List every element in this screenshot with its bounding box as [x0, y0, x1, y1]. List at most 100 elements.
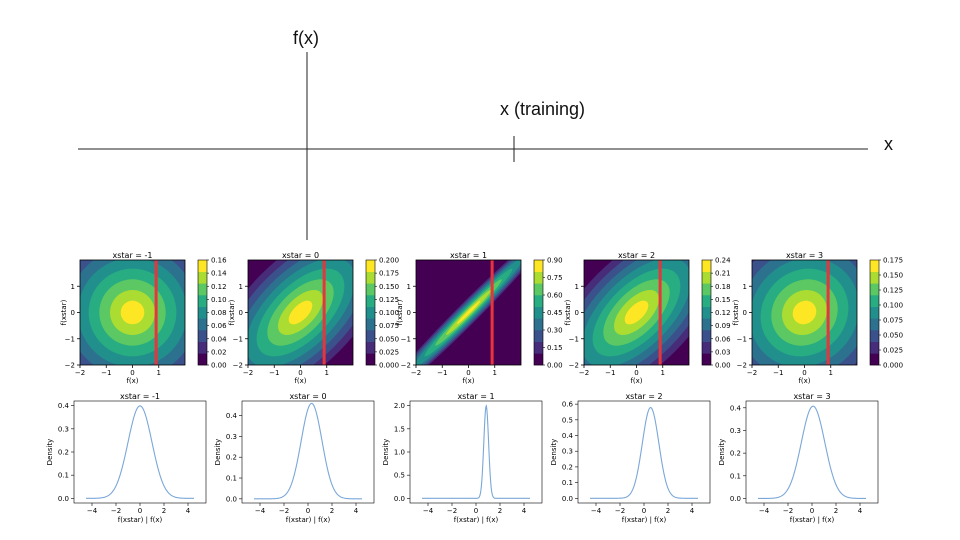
x-axis-label: f(x): [294, 377, 306, 385]
colorbar-segment: [366, 306, 375, 319]
y-tick-label: 1: [71, 283, 75, 291]
contour-plot: −2 −1 0 1 −2 −1 0 1 xstar = 2 f(x) f(xstar) 0.00 0.0…: [564, 251, 731, 385]
x-tick-label: 4: [354, 507, 359, 515]
y-tick-label: 2.0: [394, 402, 405, 410]
y-axis-label: f(xstar): [396, 299, 404, 325]
contour-plot: −2 −1 0 1 −2 −1 0 1 xstar = 1 f(x) f(xstar) 0.00 0.1…: [396, 251, 563, 385]
contour-plot: −2 −1 0 1 −2 −1 0 1 xstar = 0 f(x) f(xstar) 0.000 0.…: [228, 251, 399, 385]
plot-title: xstar = 3: [793, 392, 830, 401]
colorbar-tick-label: 0.00: [211, 362, 227, 370]
y-tick-label: 0.4: [226, 412, 238, 420]
y-tick-label: 0.4: [730, 404, 742, 412]
y-tick-label: 0.0: [58, 495, 69, 503]
plot-frame: [73, 400, 207, 504]
x-axis-label: f(xstar) | f(x): [790, 516, 835, 524]
density-curve: [254, 402, 362, 500]
density-curve: [86, 405, 194, 499]
colorbar-segment: [702, 306, 711, 319]
colorbar-segment: [366, 318, 375, 331]
x-tick-label: −1: [773, 369, 783, 377]
x-axis-label: f(x): [630, 377, 642, 385]
x-tick-label: 2: [666, 507, 670, 515]
fx-axis-label: f(x): [293, 28, 319, 48]
plot-title: xstar = 1: [450, 251, 487, 260]
y-tick-label: 0.6: [562, 401, 574, 409]
x-tick-label: 2: [162, 507, 166, 515]
contour-level: [792, 300, 817, 325]
x-tick-label: −2: [747, 369, 757, 377]
training-label: x (training): [500, 99, 585, 119]
x-tick-label: 4: [522, 507, 527, 515]
colorbar-tick-label: 0.75: [547, 274, 563, 282]
y-tick-label: 1: [407, 283, 411, 291]
y-tick-label: 0: [239, 309, 243, 317]
plot-title: xstar = 3: [786, 251, 823, 260]
colorbar-segment: [870, 271, 879, 284]
y-axis-label: Density: [214, 439, 222, 466]
x-tick-label: 2: [330, 507, 334, 515]
contour-level: [288, 300, 313, 325]
colorbar-frame: [869, 259, 880, 366]
colorbar-segment: [534, 341, 543, 354]
colorbar-tick-label: 0.125: [379, 296, 399, 304]
colorbar-tick-label: 0.050: [379, 335, 399, 343]
y-tick-label: 0.3: [226, 433, 237, 441]
colorbar-tick-label: 0.00: [547, 362, 563, 370]
x-tick-label: 1: [829, 369, 833, 377]
plot-title: xstar = 1: [457, 392, 494, 401]
y-tick-label: 0.2: [226, 454, 237, 462]
x-tick-label: −1: [605, 369, 615, 377]
x-tick-label: −2: [279, 507, 289, 515]
colorbar-tick-label: 0.075: [379, 322, 399, 330]
x-axis-label: f(xstar) | f(x): [622, 516, 667, 524]
y-tick-label: −1: [65, 335, 75, 343]
y-tick-label: 0.1: [730, 472, 741, 480]
colorbar-tick-label: 0.12: [715, 309, 731, 317]
contour-level: [120, 300, 145, 325]
plot-frame: [577, 400, 711, 504]
x-tick-label: 4: [186, 507, 191, 515]
y-tick-label: 0: [71, 309, 75, 317]
x-tick-label: 0: [802, 369, 806, 377]
colorbar-segment: [870, 306, 879, 319]
colorbar-segment: [534, 283, 543, 296]
y-tick-label: 0.0: [394, 495, 405, 503]
y-tick-label: 0.1: [562, 479, 573, 487]
colorbar-tick-label: 0.18: [715, 283, 731, 291]
plot-title: xstar = 0: [289, 392, 326, 401]
y-axis-label: f(xstar): [564, 299, 572, 325]
colorbar-tick-label: 0.90: [547, 257, 563, 265]
x-tick-label: 1: [325, 369, 329, 377]
y-tick-label: 0.2: [562, 463, 573, 471]
plot-title: xstar = 2: [618, 251, 655, 260]
colorbar-segment: [366, 341, 375, 354]
x-axis-label: f(x): [798, 377, 810, 385]
y-tick-label: 1: [239, 283, 243, 291]
x-axis-label: f(x): [462, 377, 474, 385]
colorbar-tick-label: 0.100: [883, 302, 903, 310]
y-tick-label: 0.5: [562, 416, 573, 424]
colorbar-segment: [702, 341, 711, 354]
y-tick-label: 0.3: [730, 427, 741, 435]
colorbar-tick-label: 0.200: [379, 257, 399, 265]
y-tick-label: 0.5: [394, 472, 405, 480]
contour-plot: −2 −1 0 1 −2 −1 0 1 xstar = 3 f(x) f(xstar) 0.000 0.…: [732, 251, 903, 385]
x-tick-label: 0: [642, 507, 646, 515]
colorbar-tick-label: 0.15: [715, 296, 731, 304]
colorbar-segment: [198, 318, 207, 331]
colorbar-segment: [702, 260, 711, 272]
colorbar-segment: [870, 330, 879, 342]
x-tick-label: −2: [579, 369, 589, 377]
colorbar-segment: [366, 283, 375, 296]
colorbar-tick-label: 0.06: [715, 335, 731, 343]
colorbar-tick-label: 0.30: [547, 327, 563, 335]
colorbar-tick-label: 0.050: [883, 332, 903, 340]
y-tick-label: 1.5: [394, 425, 405, 433]
y-tick-label: 1: [743, 283, 747, 291]
colorbar-tick-label: 0.08: [211, 309, 227, 317]
plot-title: xstar = 2: [625, 392, 662, 401]
colorbar-segment: [702, 271, 711, 284]
colorbar-tick-label: 0.03: [715, 348, 731, 356]
colorbar-tick-label: 0.000: [883, 362, 903, 370]
